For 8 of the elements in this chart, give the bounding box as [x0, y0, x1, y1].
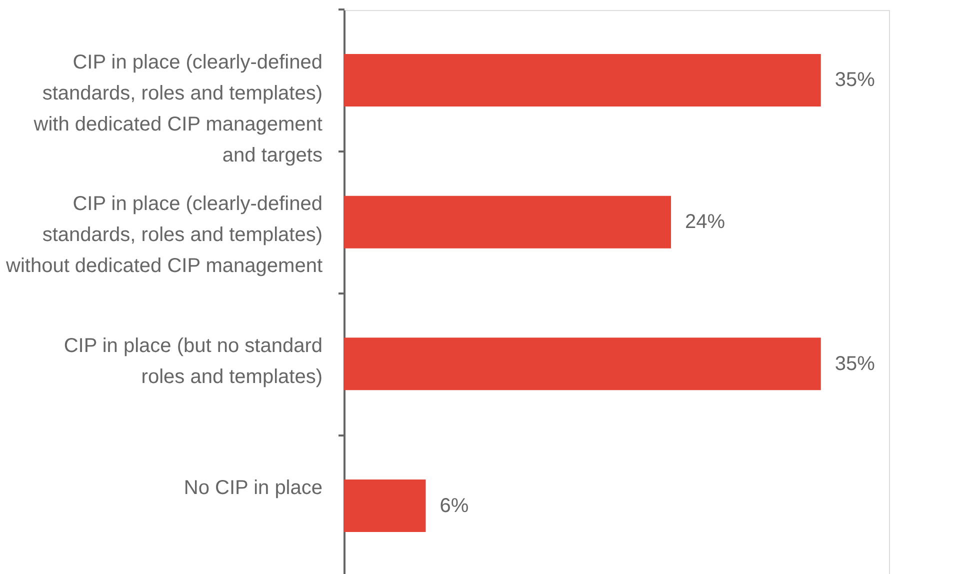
- data-label: 6%: [440, 494, 469, 517]
- data-label: 35%: [834, 352, 876, 375]
- y-tick-label: CIP in place (clearly-defined standards, roles and templates) with dedicated CIP management and targets: [32, 51, 323, 166]
- y-tick-label: CIP in place (clearly-defined standards, roles and templates) without dedicated CIP management: [5, 193, 323, 278]
- data-label: 35%: [834, 69, 876, 92]
- y-tick-label: No CIP in place: [184, 476, 322, 499]
- data-label: 24%: [685, 211, 726, 234]
- y-tick-label: CIP in place (but no standard roles and templates): [64, 335, 322, 388]
